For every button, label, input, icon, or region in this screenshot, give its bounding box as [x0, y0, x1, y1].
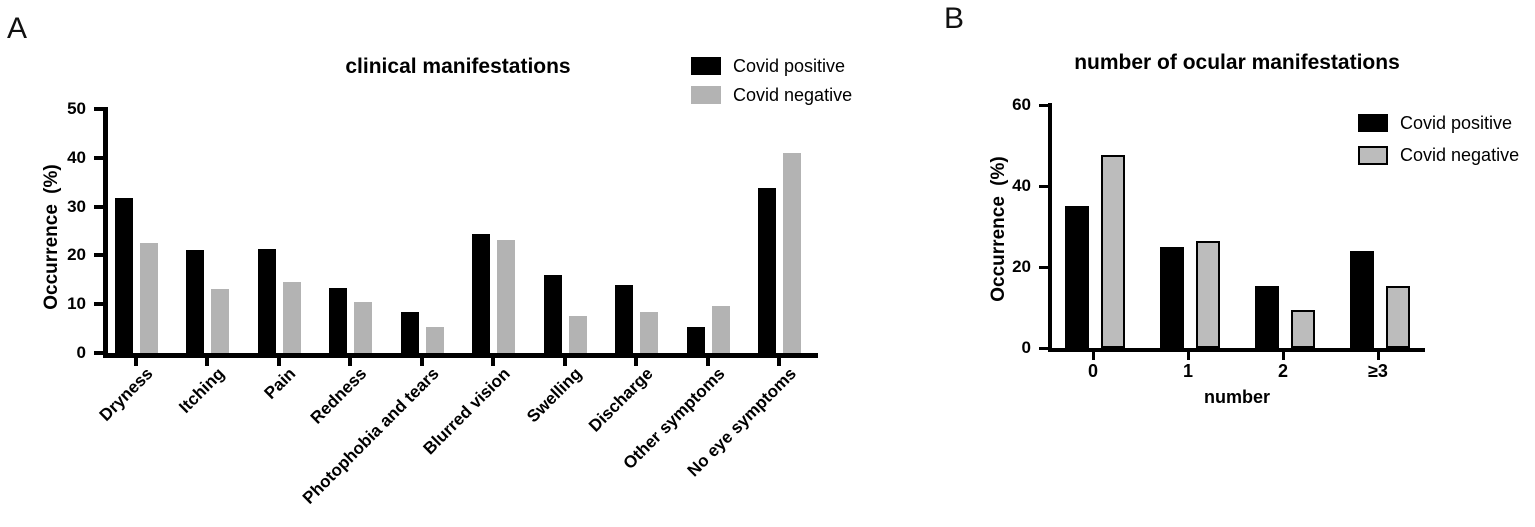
bar-covid-positive	[186, 250, 205, 353]
y-tick-label: 20	[1012, 257, 1031, 276]
bar-covid-positive	[115, 198, 133, 353]
bar-covid-negative	[425, 326, 444, 353]
y-tick-label: 0	[1021, 338, 1031, 357]
bar-covid-positive	[543, 274, 562, 353]
bar-covid-negative	[1386, 285, 1410, 348]
x-tick	[134, 357, 138, 366]
x-axis	[103, 353, 818, 358]
bar-covid-negative	[783, 152, 802, 353]
x-tick	[1186, 351, 1190, 360]
chart-b-title: number of ocular manifestations	[1074, 51, 1400, 74]
legend-swatch-covid-negative	[691, 86, 721, 104]
y-tick	[94, 107, 103, 111]
bar-covid-positive	[1160, 246, 1184, 348]
legend-swatch-covid-positive	[691, 57, 721, 75]
legend-label: Covid positive	[1400, 113, 1513, 133]
chart-a-title: clinical manifestations	[345, 55, 571, 78]
bar-covid-negative	[497, 239, 516, 353]
bar-covid-negative	[140, 243, 158, 353]
y-tick	[94, 204, 103, 209]
y-tick	[1039, 346, 1048, 350]
bar-covid-positive	[257, 248, 276, 353]
y-tick	[94, 302, 103, 307]
legend-swatch-covid-positive	[1358, 114, 1388, 132]
legend-label: Covid negative	[1400, 145, 1520, 165]
x-category-label: 1	[1182, 361, 1193, 381]
y-tick-label: 60	[1012, 95, 1031, 114]
y-tick-label: 20	[67, 245, 86, 265]
y-tick-label: 50	[67, 99, 86, 118]
x-axis	[1048, 348, 1425, 352]
bar-covid-negative	[711, 305, 730, 353]
bar-covid-positive	[1350, 250, 1374, 348]
x-category-label: 2	[1277, 361, 1288, 381]
bar-covid-positive	[472, 234, 491, 353]
y-tick	[94, 155, 103, 160]
bar-covid-positive	[1065, 206, 1089, 348]
x-category-label: 0	[1087, 361, 1098, 381]
y-tick	[1039, 184, 1048, 188]
panel-a-label: A	[7, 12, 28, 45]
y-tick	[1039, 265, 1048, 269]
x-category-label: Swelling	[522, 364, 586, 427]
y-tick-label: 40	[1012, 176, 1031, 195]
y-tick-label: 30	[67, 196, 86, 216]
x-tick	[562, 357, 567, 366]
x-tick	[705, 357, 710, 366]
y-axis	[103, 107, 108, 353]
x-tick	[348, 357, 353, 366]
x-tick	[276, 357, 281, 366]
x-category-label: Itching	[175, 364, 228, 417]
bar-covid-negative	[1196, 241, 1220, 348]
y-axis	[1048, 103, 1052, 348]
x-tick	[1091, 351, 1095, 360]
y-tick-label: 40	[67, 147, 86, 167]
x-category-label: Redness	[307, 364, 371, 428]
bar-covid-positive	[758, 188, 777, 353]
chart-a-y-axis-label: Occurrence (%)	[41, 164, 62, 310]
bar-covid-positive	[615, 284, 634, 353]
bar-covid-negative	[640, 312, 659, 353]
y-tick	[94, 351, 103, 355]
bar-covid-positive	[686, 327, 705, 353]
x-tick	[1376, 351, 1380, 360]
bar-covid-positive	[1255, 286, 1279, 348]
x-tick	[419, 357, 424, 366]
legend-swatch-covid-negative	[1358, 146, 1388, 165]
x-category-label: Discharge	[585, 364, 657, 436]
bar-covid-negative	[568, 316, 587, 353]
panel-b-label: B	[944, 2, 965, 35]
x-category-label: Photophobia and tears	[298, 364, 443, 508]
y-tick	[1039, 103, 1048, 107]
y-tick-label: 10	[67, 294, 86, 314]
bar-covid-positive	[400, 312, 419, 353]
bar-covid-negative	[354, 301, 373, 353]
x-tick	[491, 357, 496, 366]
bar-covid-positive	[329, 287, 348, 353]
x-tick	[1281, 351, 1285, 360]
x-category-label: Dryness	[95, 364, 157, 425]
bar-covid-negative	[211, 288, 230, 353]
x-tick	[205, 357, 210, 366]
chart-b-x-axis-label: number	[1203, 387, 1270, 407]
bar-covid-negative	[282, 282, 301, 353]
y-tick	[94, 253, 103, 258]
legend-label: Covid positive	[733, 56, 846, 76]
x-tick	[777, 357, 782, 366]
y-tick-label: 0	[76, 343, 86, 362]
x-tick	[634, 357, 639, 366]
x-category-label: Pain	[260, 364, 300, 403]
x-category-label: ≥3	[1368, 361, 1388, 381]
bar-covid-negative	[1291, 309, 1315, 348]
legend-label: Covid negative	[733, 85, 853, 105]
bar-covid-negative	[1101, 155, 1125, 348]
